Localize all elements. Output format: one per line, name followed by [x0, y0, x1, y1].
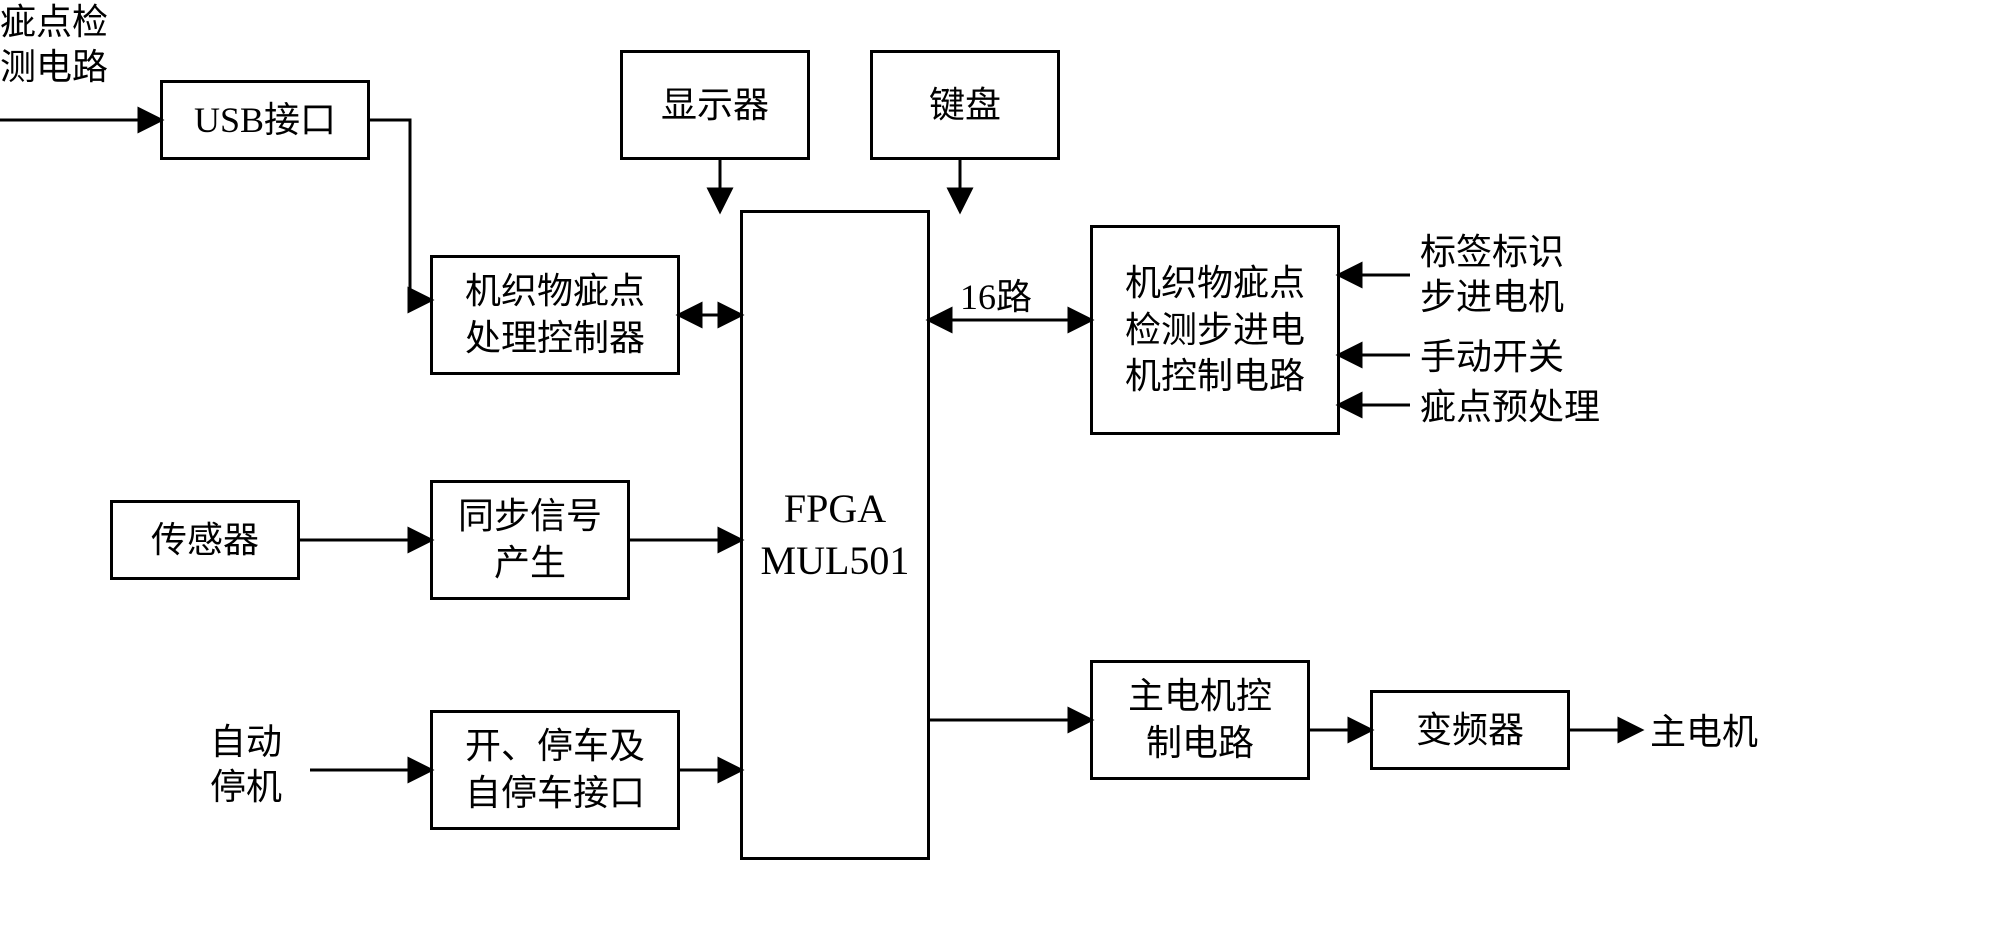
motor-control-box: 主电机控制电路	[1090, 660, 1310, 780]
defect-circuit-label: 疵点检测电路	[0, 0, 108, 90]
sixteen-channel-label: 16路	[960, 275, 1032, 320]
defect-controller-box: 机织物疵点处理控制器	[430, 255, 680, 375]
start-stop-box: 开、停车及自停车接口	[430, 710, 680, 830]
preprocess-label: 疵点预处理	[1420, 385, 1600, 430]
usb-interface-box: USB接口	[160, 80, 370, 160]
display-box: 显示器	[620, 50, 810, 160]
tag-stepper-label: 标签标识步进电机	[1420, 230, 1564, 320]
sensor-box: 传感器	[110, 500, 300, 580]
stepper-control-box: 机织物疵点检测步进电机控制电路	[1090, 225, 1340, 435]
auto-stop-label: 自动停机	[210, 720, 282, 810]
diagram-canvas: USB接口 显示器 键盘 机织物疵点处理控制器 FPGAMUL501 机织物疵点…	[0, 0, 2008, 952]
keyboard-box: 键盘	[870, 50, 1060, 160]
main-motor-label: 主电机	[1650, 710, 1758, 755]
sync-signal-box: 同步信号产生	[430, 480, 630, 600]
manual-switch-label: 手动开关	[1420, 335, 1564, 380]
inverter-box: 变频器	[1370, 690, 1570, 770]
fpga-box: FPGAMUL501	[740, 210, 930, 860]
